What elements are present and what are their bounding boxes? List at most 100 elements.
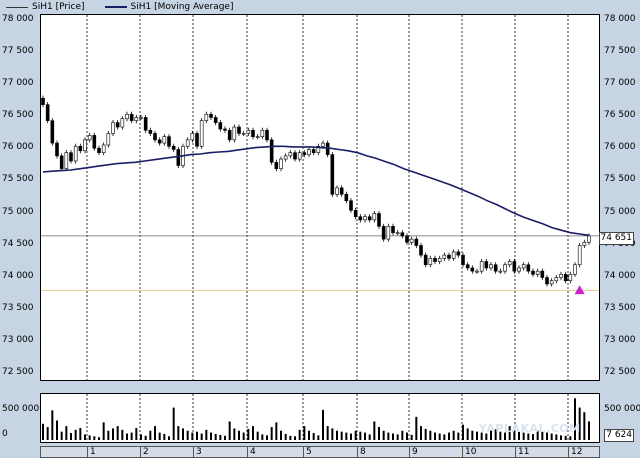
x-axis-separator xyxy=(357,447,358,457)
volume-bar xyxy=(336,430,338,440)
candle-body xyxy=(218,122,223,130)
y-tick-label: 72 500 xyxy=(2,366,34,377)
volume-bar xyxy=(261,434,264,440)
y-tick-label: 75 000 xyxy=(604,206,636,217)
volume-bar xyxy=(172,407,175,440)
current-price-tag: 74 651 xyxy=(598,232,634,245)
volume-bar xyxy=(247,428,250,440)
ma-swatch xyxy=(104,6,127,8)
volume-bar xyxy=(65,426,68,440)
candle-body xyxy=(274,161,279,169)
candle-body xyxy=(498,270,503,273)
volume-bar xyxy=(373,421,376,440)
volume-bar xyxy=(518,431,520,440)
y-tick-label: 78 000 xyxy=(2,14,34,25)
candle-body xyxy=(293,152,297,160)
legend-ma[interactable]: SiH1 [Moving Average] xyxy=(104,2,234,12)
volume-bar xyxy=(56,420,58,440)
candle-body xyxy=(209,113,213,118)
candle-body xyxy=(260,129,265,137)
candle-body xyxy=(167,136,171,147)
y-tick-label: 75 000 xyxy=(2,206,34,217)
volume-bar xyxy=(74,429,77,440)
candle-body xyxy=(153,133,157,141)
candle-body xyxy=(195,133,199,147)
candle-body xyxy=(162,136,167,144)
volume-bar xyxy=(448,432,450,440)
volume-bar xyxy=(242,432,245,440)
x-axis[interactable]: 1 2 3 4 5 8 9 10 11 12 xyxy=(40,446,600,458)
candle-body xyxy=(461,254,465,266)
volume-bar xyxy=(359,431,362,440)
volume-bar xyxy=(238,430,240,440)
candle-body xyxy=(582,242,587,246)
volume-pane[interactable]: YAPLAKAL.COM xyxy=(40,393,600,443)
x-tick-label: 2 xyxy=(143,447,149,457)
volume-bar xyxy=(186,430,189,440)
y-tick-label: 75 500 xyxy=(2,174,34,185)
price-chart xyxy=(41,15,599,380)
volume-bar xyxy=(438,433,441,440)
y-tick-label: 73 000 xyxy=(604,334,636,345)
candle-body xyxy=(283,155,288,160)
volume-bar xyxy=(205,429,208,440)
legend: SiH1 [Price] SiH1 [Moving Average] xyxy=(0,0,247,14)
volume-bar xyxy=(51,410,54,440)
volume-tick-label: 500 000 xyxy=(604,404,640,414)
candle-body xyxy=(484,261,489,269)
volume-bar xyxy=(354,430,357,440)
candle-body xyxy=(157,139,162,144)
volume-bar xyxy=(406,432,408,440)
price-pane[interactable] xyxy=(40,14,600,381)
volume-bar xyxy=(308,430,310,440)
volume-bar xyxy=(266,435,268,440)
candle-body xyxy=(563,274,568,282)
volume-bar xyxy=(280,430,282,440)
candle-body xyxy=(321,142,325,147)
legend-price[interactable]: SiH1 [Price] xyxy=(6,2,85,12)
y-tick-label: 73 000 xyxy=(2,334,34,345)
candle-body xyxy=(288,152,293,157)
volume-bar xyxy=(168,436,170,440)
candle-body xyxy=(559,274,563,278)
y-tick-label: 76 000 xyxy=(2,142,34,153)
volume-bar xyxy=(294,436,296,440)
price-swatch xyxy=(6,6,28,8)
volume-bar xyxy=(252,426,254,440)
volume-bar xyxy=(126,433,128,440)
volume-bar xyxy=(88,435,91,440)
volume-bar xyxy=(158,432,161,440)
candle-body xyxy=(414,238,419,246)
candle-body xyxy=(405,235,409,243)
candle-body xyxy=(125,113,129,120)
candle-body xyxy=(442,254,447,259)
candle-body xyxy=(587,235,591,243)
candle-body xyxy=(311,149,316,153)
volume-bar xyxy=(46,427,49,440)
volume-bar xyxy=(284,433,287,440)
volume-bar xyxy=(378,427,380,440)
x-tick-label: 1 xyxy=(90,447,96,457)
candle-body xyxy=(344,193,349,202)
candle-body xyxy=(241,133,246,135)
candle-body xyxy=(45,104,50,121)
candle-body xyxy=(143,117,148,131)
candle-body xyxy=(111,122,115,134)
volume-bar xyxy=(331,428,334,440)
x-tick-label: 11 xyxy=(518,447,530,457)
volume-bar xyxy=(588,421,590,440)
candle-body xyxy=(316,145,321,153)
candle-body xyxy=(339,187,344,195)
candle-body xyxy=(526,264,531,272)
x-axis-separator xyxy=(87,447,88,457)
volume-bar xyxy=(340,431,343,440)
volume-bar xyxy=(522,432,525,440)
candle-body xyxy=(545,277,549,285)
candle-body xyxy=(176,149,181,166)
candle-body xyxy=(475,270,479,273)
legend-ma-label: SiH1 [Moving Average] xyxy=(130,2,234,12)
signal-arrow-icon xyxy=(574,285,585,295)
volume-bar xyxy=(303,426,306,440)
volume-bar xyxy=(541,431,544,440)
candle-body xyxy=(59,155,64,169)
